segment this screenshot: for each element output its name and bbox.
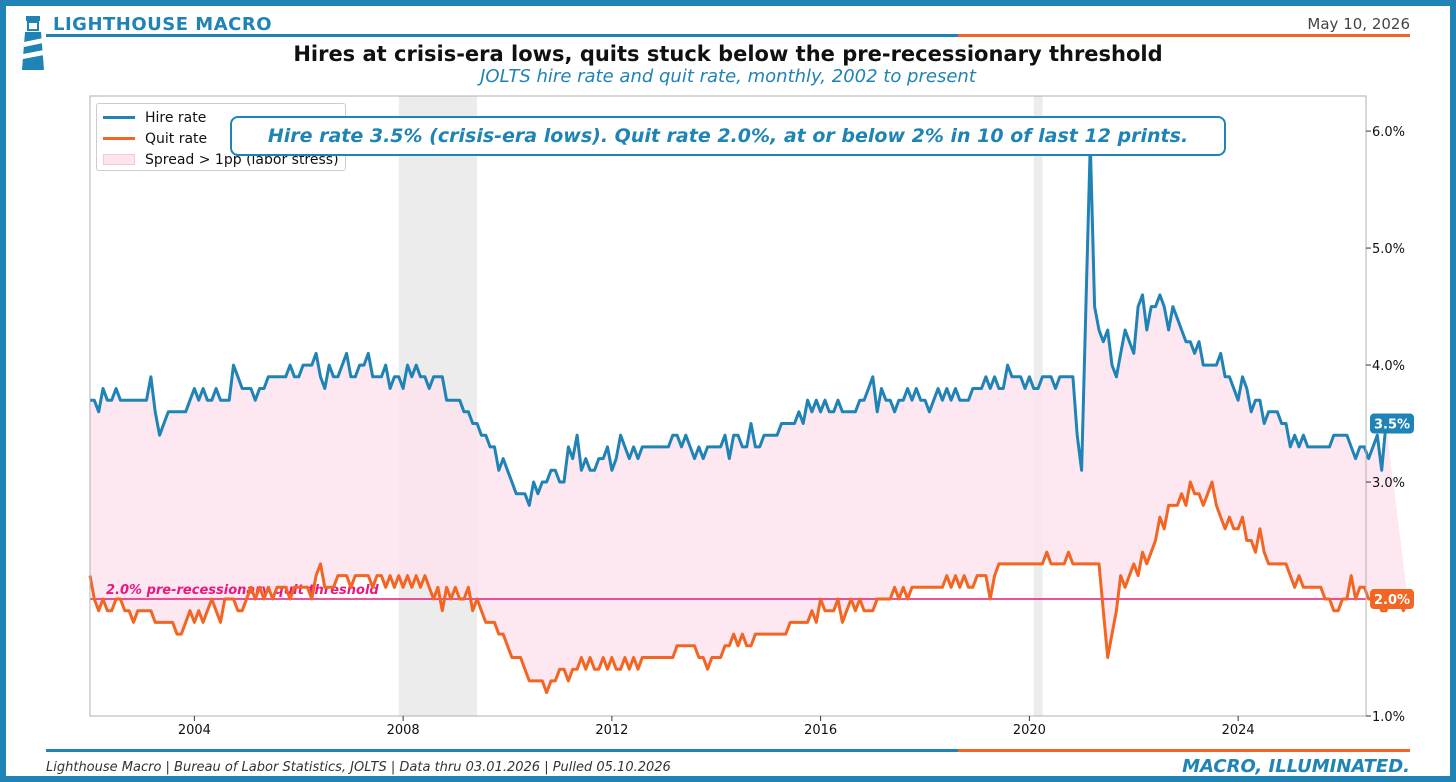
- legend-item-quit: Quit rate: [103, 128, 339, 149]
- spread-fill-area: [90, 142, 1408, 693]
- legend-label-hire: Hire rate: [145, 109, 207, 126]
- chart-subtitle: JOLTS hire rate and quit rate, monthly, …: [480, 66, 976, 87]
- x-tick-label: 2008: [387, 723, 420, 738]
- footer-rule-blue: [46, 749, 958, 752]
- header-date: May 10, 2026: [1307, 15, 1410, 33]
- end-badge-label-hire: 3.5%: [1374, 418, 1410, 433]
- quit-rate-line: [88, 480, 1410, 695]
- legend-swatch-hire: [103, 116, 135, 119]
- x-tick-label: 2020: [1013, 723, 1046, 738]
- x-tick-label: 2004: [178, 723, 211, 738]
- x-tick-label: 2024: [1222, 723, 1255, 738]
- hire-rate-line: [90, 141, 1388, 507]
- header-rule-blue: [46, 34, 958, 37]
- callout-annotation: Hire rate 3.5% (crisis-era lows). Quit r…: [230, 116, 1226, 156]
- lighthouse-logo-icon: [22, 16, 44, 70]
- y-tick-label: 5.0%: [1372, 242, 1405, 257]
- legend-label-quit: Quit rate: [145, 130, 208, 147]
- footer-source: Lighthouse Macro | Bureau of Labor Stati…: [46, 760, 671, 775]
- y-tick-label: 6.0%: [1372, 125, 1405, 140]
- legend-swatch-spread: [103, 154, 135, 165]
- y-tick-label: 3.0%: [1372, 476, 1405, 491]
- x-axis-ticks: 2004 2008 2012 2016 2020 2024: [178, 716, 1255, 738]
- footer-rule-orange: [958, 749, 1410, 752]
- y-tick-label: 4.0%: [1372, 359, 1405, 374]
- legend-item-hire: Hire rate: [103, 107, 339, 128]
- y-tick-label: 1.0%: [1372, 710, 1405, 725]
- chart-title: Hires at crisis-era lows, quits stuck be…: [293, 42, 1163, 66]
- y-axis-ticks: 1.0% 3.0% 4.0% 5.0% 6.0%: [1366, 125, 1405, 725]
- end-badge-hire: [1370, 413, 1414, 434]
- legend-swatch-quit: [103, 137, 135, 140]
- end-badge-quit: [1370, 589, 1414, 610]
- brand-name: LIGHTHOUSE MACRO: [53, 14, 273, 35]
- threshold-label: 2.0% pre-recessionary quit threshold: [106, 583, 379, 598]
- end-value-badges: 3.5% 2.0%: [1370, 413, 1414, 610]
- footer-tagline: MACRO, ILLUMINATED.: [1182, 756, 1410, 777]
- x-tick-label: 2012: [595, 723, 628, 738]
- header-rule-orange: [958, 34, 1410, 37]
- end-badge-label-quit: 2.0%: [1374, 593, 1410, 608]
- plot-border: [89, 95, 1367, 717]
- x-tick-label: 2016: [804, 723, 837, 738]
